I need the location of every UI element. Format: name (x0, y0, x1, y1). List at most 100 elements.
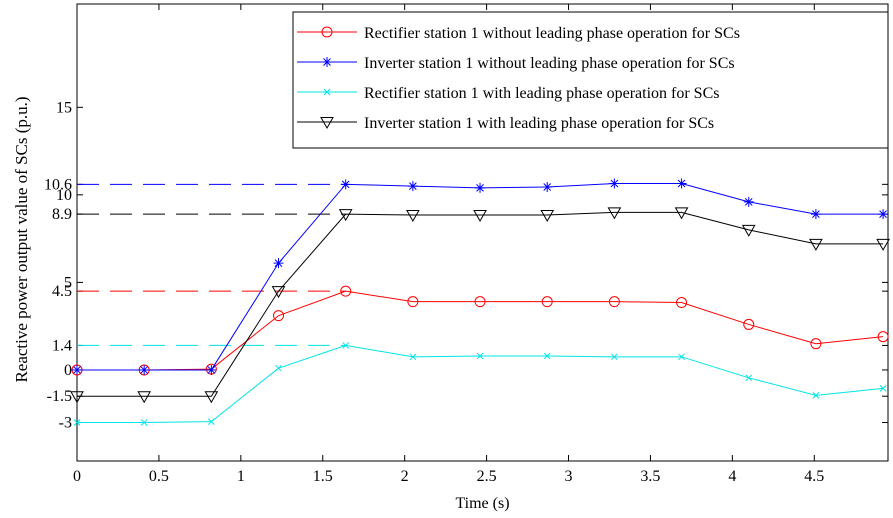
series-4-point-shape (473, 209, 487, 222)
series-3-point-shape (476, 352, 484, 360)
series-2-point-shape (206, 364, 217, 375)
series-2-point-shape (273, 258, 284, 269)
series-4-point (406, 209, 420, 222)
series-2-point (475, 182, 486, 193)
y-tick-label: -3 (59, 414, 72, 431)
series-4-point-shape (204, 391, 219, 404)
series-2-point (810, 209, 821, 220)
series-1-point (541, 296, 553, 308)
series-2-point-shape (609, 178, 620, 189)
series-3-point-shape (409, 353, 417, 361)
legend-box (292, 11, 889, 149)
y-tick-label: -1.5 (47, 388, 72, 405)
series-1-point (743, 318, 755, 330)
series-line-3 (77, 344, 884, 423)
series-2-point (407, 181, 418, 192)
y-tick-label: 1.4 (52, 337, 72, 354)
series-3-point (140, 419, 148, 426)
series-3-point (275, 364, 282, 372)
series-2-point (878, 209, 889, 220)
series-3-point (543, 352, 551, 360)
series-2-point-shape (475, 182, 486, 193)
series-4-point (607, 207, 622, 220)
series-3-point (207, 418, 215, 425)
series-4-point-shape (674, 207, 689, 220)
y-tick-label: 8.9 (52, 206, 72, 223)
series-3-point (879, 384, 887, 392)
x-tick-label: 1.5 (313, 468, 333, 485)
series-2-point-shape (72, 364, 82, 375)
series-line-1 (77, 290, 884, 371)
series-4-point-shape (741, 224, 756, 237)
series-4-point (540, 209, 555, 222)
y-tick-label: 10 (56, 187, 72, 204)
series-1-point-shape (340, 285, 352, 297)
series-1-point-shape (474, 296, 486, 308)
series-4-point-shape (607, 207, 622, 220)
series-3-point (812, 391, 820, 399)
series-2-point-shape (407, 181, 418, 192)
series-2-point (273, 258, 284, 269)
y-tick-label: 0 (64, 362, 72, 379)
series-4-point (876, 238, 890, 251)
y-tick-label: 5 (64, 274, 72, 291)
series-2-point (139, 364, 150, 375)
series-4-point-shape (70, 391, 84, 404)
series-4-point (271, 286, 286, 299)
x-tick-label: 1 (237, 468, 245, 485)
legend-marker-3-shape (323, 88, 331, 96)
series-3-point (611, 353, 618, 361)
series-3-point (73, 419, 81, 426)
series-1-point (407, 296, 419, 308)
series-3-point-shape (275, 364, 282, 372)
series-2-point-shape (340, 179, 351, 190)
series-4-point-shape (540, 209, 555, 222)
legend-label-1: Rectifier station 1 without leading phas… (364, 25, 740, 42)
series-3-point (409, 353, 417, 361)
series-4-point (137, 391, 152, 404)
x-tick-label: 4 (728, 468, 736, 485)
plot-frame (76, 3, 889, 462)
series-4-point (809, 238, 823, 251)
legend-marker-2-shape (322, 57, 332, 67)
series-3-point-shape (543, 352, 551, 360)
series-3-point-shape (812, 391, 820, 399)
series-1-point (877, 331, 889, 343)
series-1-point-shape (273, 310, 285, 322)
series-2-point (206, 364, 217, 375)
x-tick-label: 0 (73, 468, 81, 485)
series-2-point (676, 178, 687, 189)
series-4-point-shape (137, 391, 152, 404)
series-4-point (338, 209, 353, 222)
series-1-point (608, 296, 620, 308)
series-1-point-shape (541, 296, 553, 308)
series-3-point-shape (207, 418, 215, 425)
series-1-point (676, 297, 688, 309)
series-3-point-shape (342, 342, 350, 349)
x-axis-title: Time (s) (455, 495, 509, 512)
series-3-point-shape (678, 353, 685, 361)
series-1-point (340, 285, 352, 297)
series-2-point-shape (743, 196, 754, 207)
series-3-point-shape (745, 374, 753, 382)
series-3-point-shape (611, 353, 618, 361)
series-3-point (678, 353, 685, 361)
series-2-point-shape (676, 178, 687, 189)
series-2-point (743, 196, 754, 207)
series-4-point (741, 224, 756, 237)
series-1-point-shape (877, 331, 889, 343)
series-2-point-shape (542, 181, 553, 192)
series-3-point (476, 352, 484, 360)
legend-label-2: Inverter station 1 without leading phase… (364, 55, 735, 72)
series-4-point-shape (876, 238, 890, 251)
series-2-point-shape (810, 209, 821, 220)
series-4-point-shape (271, 286, 286, 299)
legend-marker-1-shape (321, 26, 333, 38)
series-3-point (745, 374, 753, 382)
series-1-point-shape (608, 296, 620, 308)
legend-label-3: Rectifier station 1 with leading phase o… (364, 85, 719, 102)
series-4-point (674, 207, 689, 220)
series-2-point (609, 178, 620, 189)
series-line-2 (77, 182, 884, 371)
